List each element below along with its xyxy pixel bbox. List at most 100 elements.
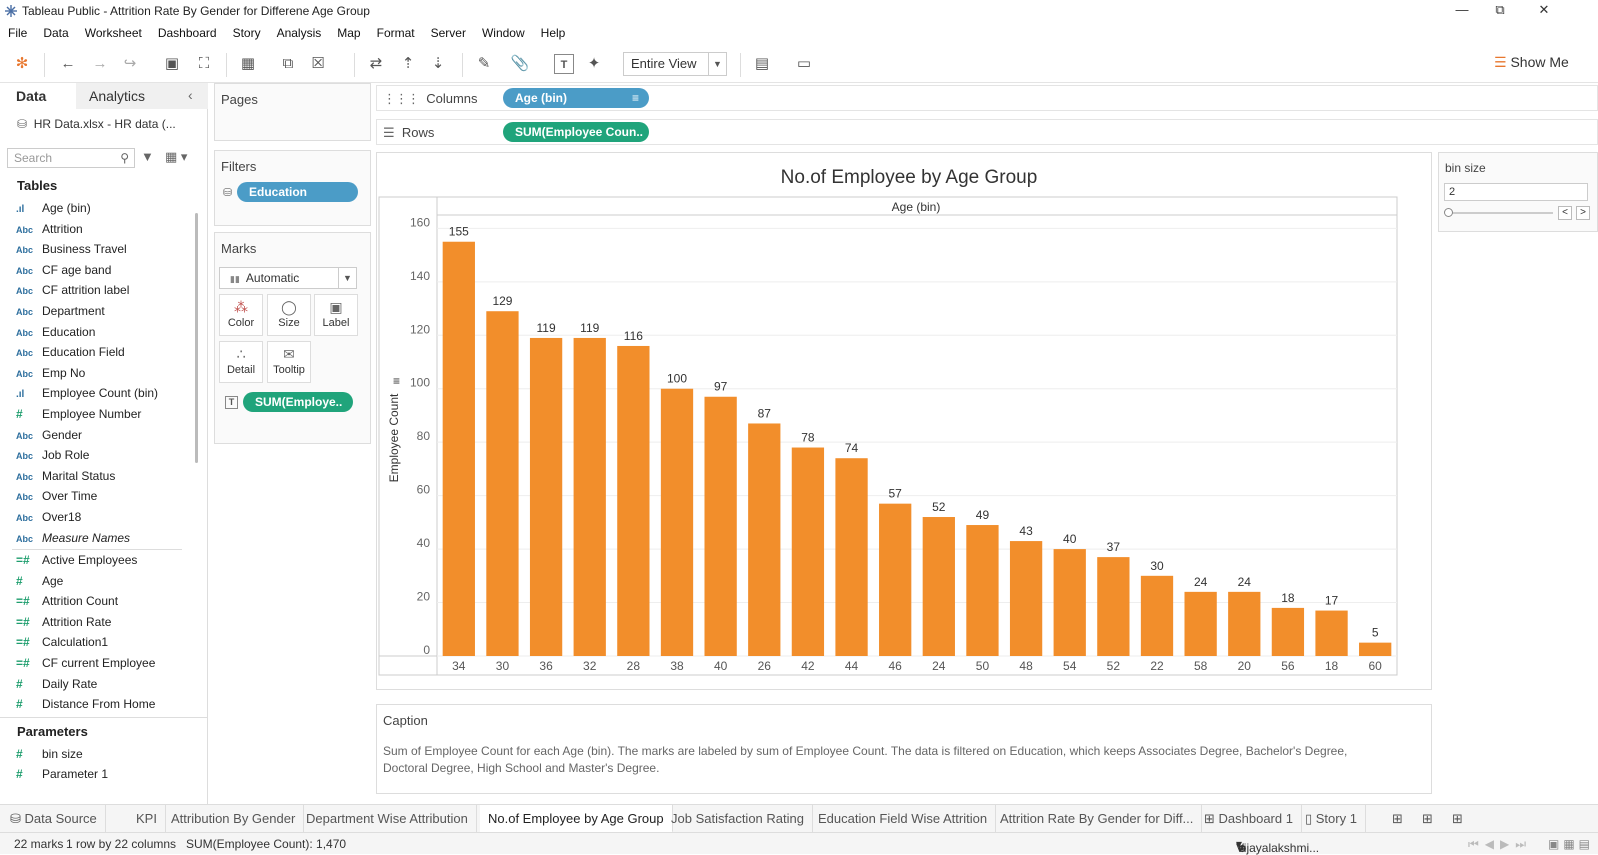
show-labels-icon[interactable]: T: [554, 54, 574, 74]
sheet-tab[interactable]: ⊞ Dashboard 1: [1196, 805, 1302, 833]
marks-pill[interactable]: SUM(Employe..: [243, 392, 353, 412]
field-item[interactable]: # Employee Number: [16, 407, 141, 427]
tab-analytics[interactable]: Analytics: [76, 83, 208, 109]
field-item[interactable]: Abc Education: [16, 325, 95, 345]
menu-data[interactable]: Data: [43, 26, 69, 40]
bin-size-slider-track[interactable]: [1449, 212, 1553, 214]
sheet-tab[interactable]: Job Satisfaction Rating: [663, 805, 813, 833]
field-item[interactable]: # Distance From Home: [16, 697, 155, 717]
field-item[interactable]: =# Calculation1: [16, 635, 108, 655]
sheet-tab[interactable]: KPI: [128, 805, 166, 833]
menu-dashboard[interactable]: Dashboard: [157, 26, 217, 40]
new-datasource-icon[interactable]: ⛶: [198, 55, 210, 72]
columns-pill[interactable]: Age (bin) ≡: [503, 88, 649, 108]
new-dashboard-icon[interactable]: ⊞: [1422, 811, 1433, 826]
show-cards-icon[interactable]: ▤: [754, 55, 770, 72]
decrement-icon[interactable]: <: [1558, 206, 1572, 220]
swap-icon[interactable]: ⇄: [369, 55, 383, 72]
view-mode-icons[interactable]: ▣▦▤: [1548, 837, 1595, 851]
field-item[interactable]: Abc CF attrition label: [16, 283, 129, 303]
field-item[interactable]: Abc Department: [16, 304, 105, 324]
field-item[interactable]: =# CF current Employee: [16, 656, 155, 676]
sheet-tab[interactable]: ▯ Story 1: [1297, 805, 1366, 833]
scrollbar[interactable]: [195, 213, 198, 463]
clear-sheet-icon[interactable]: ☒: [311, 55, 325, 72]
menu-format[interactable]: Format: [376, 26, 415, 40]
close-icon[interactable]: ✕: [1538, 2, 1550, 17]
field-item[interactable]: Abc Attrition: [16, 222, 83, 242]
field-item[interactable]: Abc Gender: [16, 428, 82, 448]
columns-shelf[interactable]: ⋮⋮⋮ Columns Age (bin) ≡: [376, 85, 1598, 111]
filter-fields-icon[interactable]: ▼: [141, 149, 154, 164]
show-me-button[interactable]: ☰ Show Me: [1494, 54, 1569, 71]
restore-icon[interactable]: ⧉: [1495, 2, 1505, 17]
color-button[interactable]: ⁂ Color: [219, 294, 263, 336]
field-item[interactable]: # Daily Rate: [16, 677, 97, 697]
sort-ascending-icon[interactable]: ⇡: [401, 55, 415, 72]
mark-type-select[interactable]: ▮▮ Automatic ▼: [219, 267, 357, 289]
menu-map[interactable]: Map: [337, 26, 361, 40]
increment-icon[interactable]: >: [1576, 206, 1590, 220]
sheet-navigation[interactable]: ⏮◀▶⏭: [1468, 837, 1533, 851]
sheet-tab[interactable]: No.of Employee by Age Group: [480, 805, 673, 833]
filter-pill-education[interactable]: Education: [237, 182, 358, 202]
replay-icon[interactable]: ↪: [123, 55, 137, 72]
menu-window[interactable]: Window: [481, 26, 525, 40]
view-options-icon[interactable]: ▦ ▾: [165, 149, 188, 164]
menu-worksheet[interactable]: Worksheet: [84, 26, 142, 40]
duplicate-sheet-icon[interactable]: ⧉: [282, 55, 294, 72]
pin-icon[interactable]: ✦: [587, 55, 601, 72]
field-item[interactable]: .ıl Age (bin): [16, 201, 91, 221]
rows-pill[interactable]: SUM(Employee Coun..: [503, 122, 649, 142]
new-worksheet-icon[interactable]: ⊞: [1392, 811, 1403, 826]
field-item[interactable]: Abc Over Time: [16, 489, 97, 509]
bin-size-input[interactable]: 2: [1444, 183, 1588, 201]
undo-icon[interactable]: ←: [60, 55, 76, 72]
field-item[interactable]: Abc Measure Names: [16, 531, 130, 551]
minimize-icon[interactable]: —: [1455, 2, 1469, 17]
redo-icon[interactable]: →: [92, 55, 108, 72]
user-menu[interactable]: ☻ Vijayalakshmi... ▾: [1236, 837, 1320, 855]
save-icon[interactable]: ▣: [164, 55, 180, 72]
sheet-tab[interactable]: Department Wise Attribution: [298, 805, 477, 833]
field-item[interactable]: .ıl Employee Count (bin): [16, 386, 158, 406]
menu-help[interactable]: Help: [540, 26, 566, 40]
field-item[interactable]: =# Attrition Count: [16, 594, 118, 614]
collapse-pane-icon[interactable]: ‹: [188, 87, 193, 103]
fit-select[interactable]: Entire View ▼: [623, 52, 727, 76]
new-worksheet-icon[interactable]: ▦: [240, 55, 256, 72]
label-button[interactable]: ▣ Label: [314, 294, 358, 336]
field-item[interactable]: Abc Over18: [16, 510, 81, 530]
rows-shelf[interactable]: ☰ Rows SUM(Employee Coun..: [376, 119, 1598, 145]
menu-analysis[interactable]: Analysis: [276, 26, 322, 40]
datasource-item[interactable]: ⛁ HR Data.xlsx - HR data (...: [17, 117, 176, 131]
sheet-tab[interactable]: Education Field Wise Attrition: [810, 805, 997, 833]
new-story-icon[interactable]: ⊞: [1452, 811, 1463, 826]
field-item[interactable]: Abc Emp No: [16, 366, 85, 386]
field-item[interactable]: Abc Business Travel: [16, 242, 127, 262]
search-input[interactable]: Search ⚲: [7, 148, 135, 168]
sheet-tab[interactable]: Attrition Rate By Gender for Diff...: [992, 805, 1203, 833]
parameter-item[interactable]: # bin size: [16, 747, 83, 767]
detail-button[interactable]: ∴ Detail: [219, 341, 263, 383]
field-item[interactable]: =# Active Employees: [16, 553, 137, 573]
sheet-tab[interactable]: ⛁ Data Source: [2, 805, 106, 833]
field-item[interactable]: Abc Job Role: [16, 448, 89, 468]
tab-data[interactable]: Data: [0, 83, 76, 109]
sheet-tab[interactable]: Attribution By Gender: [163, 805, 305, 833]
size-button[interactable]: ◯ Size: [267, 294, 311, 336]
sort-descending-icon[interactable]: ⇣: [431, 55, 445, 72]
menu-story[interactable]: Story: [232, 26, 261, 40]
tableau-home-icon[interactable]: ✻: [15, 55, 29, 72]
highlight-icon[interactable]: ✎: [477, 55, 491, 72]
bin-size-slider-handle[interactable]: [1444, 208, 1453, 217]
field-item[interactable]: # Age: [16, 574, 63, 594]
tooltip-button[interactable]: ✉ Tooltip: [267, 341, 311, 383]
menu-server[interactable]: Server: [430, 26, 466, 40]
field-item[interactable]: Abc Marital Status: [16, 469, 115, 489]
presentation-mode-icon[interactable]: ▭: [796, 55, 812, 72]
group-icon[interactable]: 📎: [510, 55, 530, 72]
field-item[interactable]: Abc CF age band: [16, 263, 111, 283]
field-item[interactable]: Abc Education Field: [16, 345, 125, 365]
menu-file[interactable]: File: [8, 26, 28, 40]
